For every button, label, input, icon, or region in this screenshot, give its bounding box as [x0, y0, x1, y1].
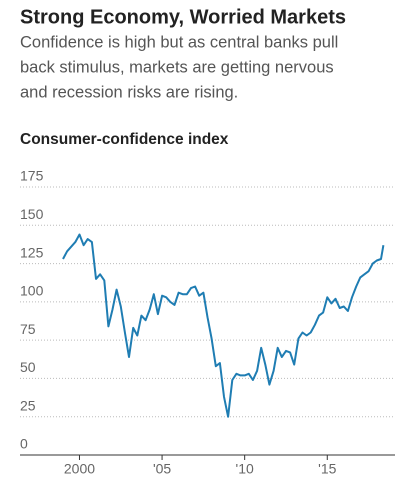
subtitle: and recession risks are rising.	[20, 83, 238, 101]
chart-title: Strong Economy, Worried Markets	[20, 6, 346, 28]
x-tick-label: 2000	[64, 461, 95, 477]
y-tick-label: 75	[20, 321, 36, 337]
x-tick-label: '15	[318, 461, 336, 477]
subtitle: back stimulus, markets are getting nervo…	[20, 58, 334, 76]
y-tick-label: 0	[20, 436, 28, 452]
y-tick-label: 175	[20, 168, 44, 184]
y-tick-label: 125	[20, 244, 44, 260]
y-tick-label: 100	[20, 283, 44, 299]
y-tick-label: 25	[20, 397, 36, 413]
x-tick-label: '05	[153, 461, 171, 477]
y-tick-label: 150	[20, 206, 44, 222]
y-tick-label: 50	[20, 359, 36, 375]
axis-title: Consumer-confidence index	[20, 131, 229, 148]
line	[62, 233, 385, 418]
subtitle: Confidence is high but as central banks …	[20, 33, 338, 51]
x-tick-label: '10	[236, 461, 254, 477]
